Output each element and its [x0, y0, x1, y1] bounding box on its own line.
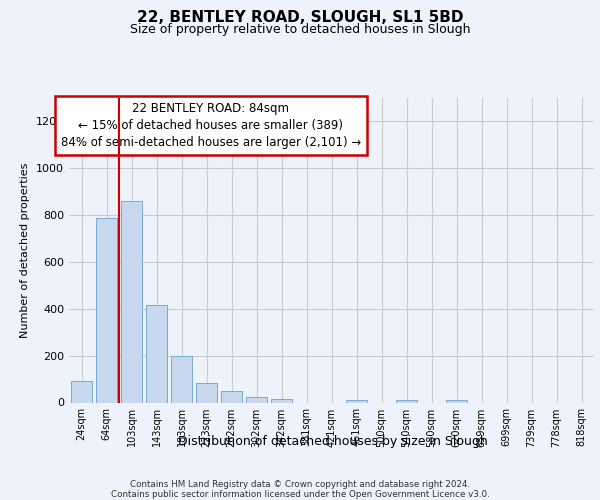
Y-axis label: Number of detached properties: Number of detached properties: [20, 162, 31, 338]
Bar: [146, 305, 167, 402]
Bar: [271, 399, 292, 402]
Bar: [171, 356, 192, 403]
Bar: [71, 382, 92, 402]
Bar: [221, 391, 242, 402]
Bar: [196, 382, 217, 402]
Bar: [246, 398, 267, 402]
Bar: [346, 400, 367, 402]
Text: Size of property relative to detached houses in Slough: Size of property relative to detached ho…: [130, 22, 470, 36]
Bar: [96, 218, 117, 402]
Text: Distribution of detached houses by size in Slough: Distribution of detached houses by size …: [178, 435, 488, 448]
Text: 22 BENTLEY ROAD: 84sqm
← 15% of detached houses are smaller (389)
84% of semi-de: 22 BENTLEY ROAD: 84sqm ← 15% of detached…: [61, 102, 361, 149]
Text: 22, BENTLEY ROAD, SLOUGH, SL1 5BD: 22, BENTLEY ROAD, SLOUGH, SL1 5BD: [137, 10, 463, 25]
Bar: [446, 400, 467, 402]
Bar: [396, 400, 417, 402]
Text: Contains HM Land Registry data © Crown copyright and database right 2024.
Contai: Contains HM Land Registry data © Crown c…: [110, 480, 490, 499]
Bar: [121, 201, 142, 402]
